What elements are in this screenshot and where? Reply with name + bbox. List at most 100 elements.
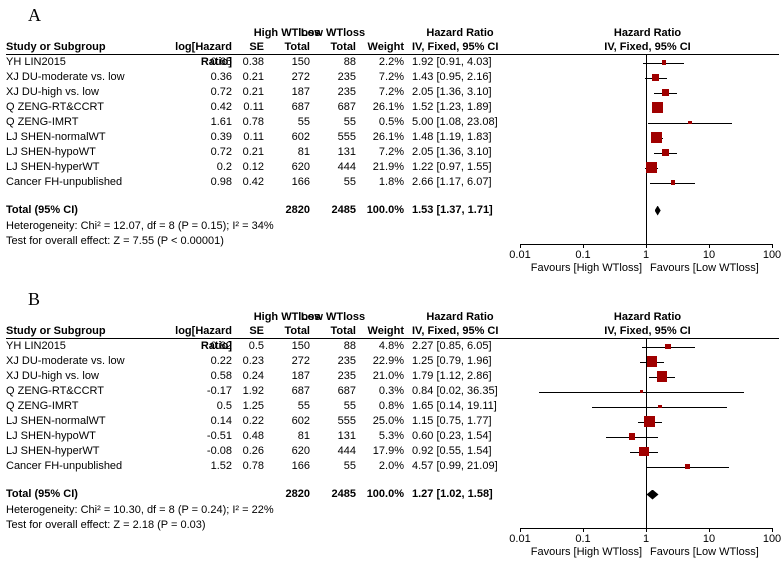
group2-total-value: 235 <box>337 370 356 382</box>
study-name: Q ZENG-IMRT <box>6 116 79 128</box>
effect-marker <box>661 60 667 65</box>
axis-tick-label: 1 <box>642 249 650 261</box>
group2-total-col-header: Total <box>330 325 356 337</box>
effect-marker <box>646 162 657 173</box>
loghr-value: 0.65 <box>210 56 232 68</box>
ci-text: 4.57 [0.99, 21.09] <box>412 460 498 472</box>
ci-text: 1.43 [0.95, 2.16] <box>412 71 492 83</box>
heterogeneity-text: Heterogeneity: Chi² = 10.30, df = 8 (P =… <box>6 504 274 516</box>
group1-total-value: 620 <box>291 445 310 457</box>
plot-cell <box>516 70 779 85</box>
study-row: XJ DU-moderate vs. low 0.22 0.23 272 235 22.9… <box>6 354 783 369</box>
axis-tick-label: 10 <box>702 533 716 545</box>
group2-total-value: 131 <box>337 146 356 158</box>
plot-cell <box>516 414 779 429</box>
group2-total-value: 235 <box>337 71 356 83</box>
plot-cell <box>516 55 779 70</box>
weight-value: 0.8% <box>378 400 404 412</box>
study-name: Cancer FH-unpublished <box>6 460 123 472</box>
axis-vline <box>646 503 647 518</box>
study-name: YH LIN2015 <box>6 340 66 352</box>
study-col-header: Study or Subgroup <box>6 325 106 337</box>
study-row: Q ZENG-IMRT 0.5 1.25 55 55 0.8% 1.65 [0.14, 19… <box>6 399 783 414</box>
weight-value: 26.1% <box>372 101 404 113</box>
weight-value: 7.2% <box>378 146 404 158</box>
plot-cell <box>516 100 779 115</box>
study-name: Q ZENG-IMRT <box>6 400 79 412</box>
plot-cell <box>516 369 779 384</box>
study-row: LJ SHEN-hypoWT -0.51 0.48 81 131 5.3% 0.60 [0.… <box>6 429 783 444</box>
group1-total-value: 272 <box>291 355 310 367</box>
loghr-value: 0.36 <box>210 71 232 83</box>
group1-total-value: 602 <box>291 415 310 427</box>
se-value: 0.21 <box>242 71 264 83</box>
loghr-value: 1.52 <box>210 460 232 472</box>
se-value: 0.12 <box>242 161 264 173</box>
plot-cell <box>516 219 779 234</box>
study-row: LJ SHEN-hyperWT 0.2 0.12 620 444 21.9% 1.22 [0… <box>6 160 783 175</box>
axis-tick-label: 100 <box>762 533 782 545</box>
study-name: LJ SHEN-hyperWT <box>6 161 100 173</box>
effect-marker <box>628 433 636 440</box>
study-name: LJ SHEN-normalWT <box>6 415 106 427</box>
column-header-row: Study or Subgroup log[Hazard Ratio] SE Tota… <box>6 40 779 68</box>
loghr-value: 0.2 <box>216 161 232 173</box>
study-row: Q ZENG-IMRT 1.61 0.78 55 55 0.5% 5.00 [1.08, 2… <box>6 115 783 130</box>
loghr-col-header: log[Hazard Ratio] <box>175 325 232 352</box>
study-name: LJ SHEN-hyperWT <box>6 445 100 457</box>
se-value: 0.38 <box>242 56 264 68</box>
effect-marker <box>652 74 660 81</box>
weight-value: 22.9% <box>372 355 404 367</box>
total-row: Total (95% CI) 2820 2485 100.0% 1.53 [1.37, … <box>6 202 783 219</box>
ci-text: 1.92 [0.91, 4.03] <box>412 56 492 68</box>
plot-cell <box>516 399 779 414</box>
se-value: 0.78 <box>242 116 264 128</box>
study-row: Q ZENG-RT&CCRT -0.17 1.92 687 687 0.3% 0.84 [0… <box>6 384 783 399</box>
header-spacer <box>356 310 404 324</box>
group1-total-col-header: Total <box>284 41 310 53</box>
axis-vline <box>646 518 647 528</box>
loghr-value: -0.08 <box>206 445 232 457</box>
axis-vline <box>646 145 647 160</box>
se-value: 0.11 <box>243 101 264 113</box>
plot-cell <box>516 503 779 518</box>
plot-footer: 0.01 0.1 1 10 100 Favours [High WTloss] Favour… <box>509 518 782 564</box>
ci-text: 0.60 [0.23, 1.54] <box>412 430 492 442</box>
study-name: XJ DU-high vs. low <box>6 370 99 382</box>
axis-tick-label: 0.01 <box>509 533 531 545</box>
group2-total-col-header: Total <box>330 41 356 53</box>
ci-text: 1.52 [1.23, 1.89] <box>412 101 492 113</box>
empty-cell <box>152 486 232 503</box>
loghr-value: 0.58 <box>210 370 232 382</box>
group1-total-value: 81 <box>297 146 310 158</box>
study-name: YH LIN2015 <box>6 56 66 68</box>
total-ci-text: 1.27 [1.02, 1.58] <box>412 488 493 500</box>
axis-vline <box>646 190 647 202</box>
footer-row: Test for overall effect: Z = 7.55 (P < 0… <box>6 234 783 280</box>
hazard-ratio-plot-title: Hazard Ratio <box>613 27 682 39</box>
forest-plot-figure: A High WTloss Low WTloss Hazard Ratio Hazard… <box>6 5 783 564</box>
axis-tick-label: 0.1 <box>575 249 591 261</box>
group1-total-value: 602 <box>291 131 310 143</box>
plot-cell <box>516 175 779 190</box>
ci-text: 2.05 [1.36, 3.10] <box>412 86 492 98</box>
group1-grand-total: 2820 <box>285 488 310 500</box>
axis-vline <box>646 219 647 234</box>
se-value: 0.21 <box>242 146 264 158</box>
plot-cell <box>516 474 779 486</box>
group1-title: High WTloss <box>253 311 321 323</box>
effect-marker <box>651 132 663 143</box>
spacer-cell <box>6 474 516 486</box>
axis-tick <box>772 528 773 532</box>
plot-cell <box>516 190 779 202</box>
group2-grand-total: 2485 <box>331 488 356 500</box>
weight-value: 17.9% <box>372 445 404 457</box>
loghr-value: 0.72 <box>210 86 232 98</box>
se-col-header: SE <box>249 325 264 337</box>
weight-value: 7.2% <box>378 86 404 98</box>
axis-tick <box>772 244 773 248</box>
axis-tick <box>646 244 647 248</box>
study-row: XJ DU-moderate vs. low 0.36 0.21 272 235 7.2%… <box>6 70 783 85</box>
axis-vline <box>646 115 647 130</box>
study-row: LJ SHEN-normalWT 0.14 0.22 602 555 25.0% 1.15 … <box>6 414 783 429</box>
